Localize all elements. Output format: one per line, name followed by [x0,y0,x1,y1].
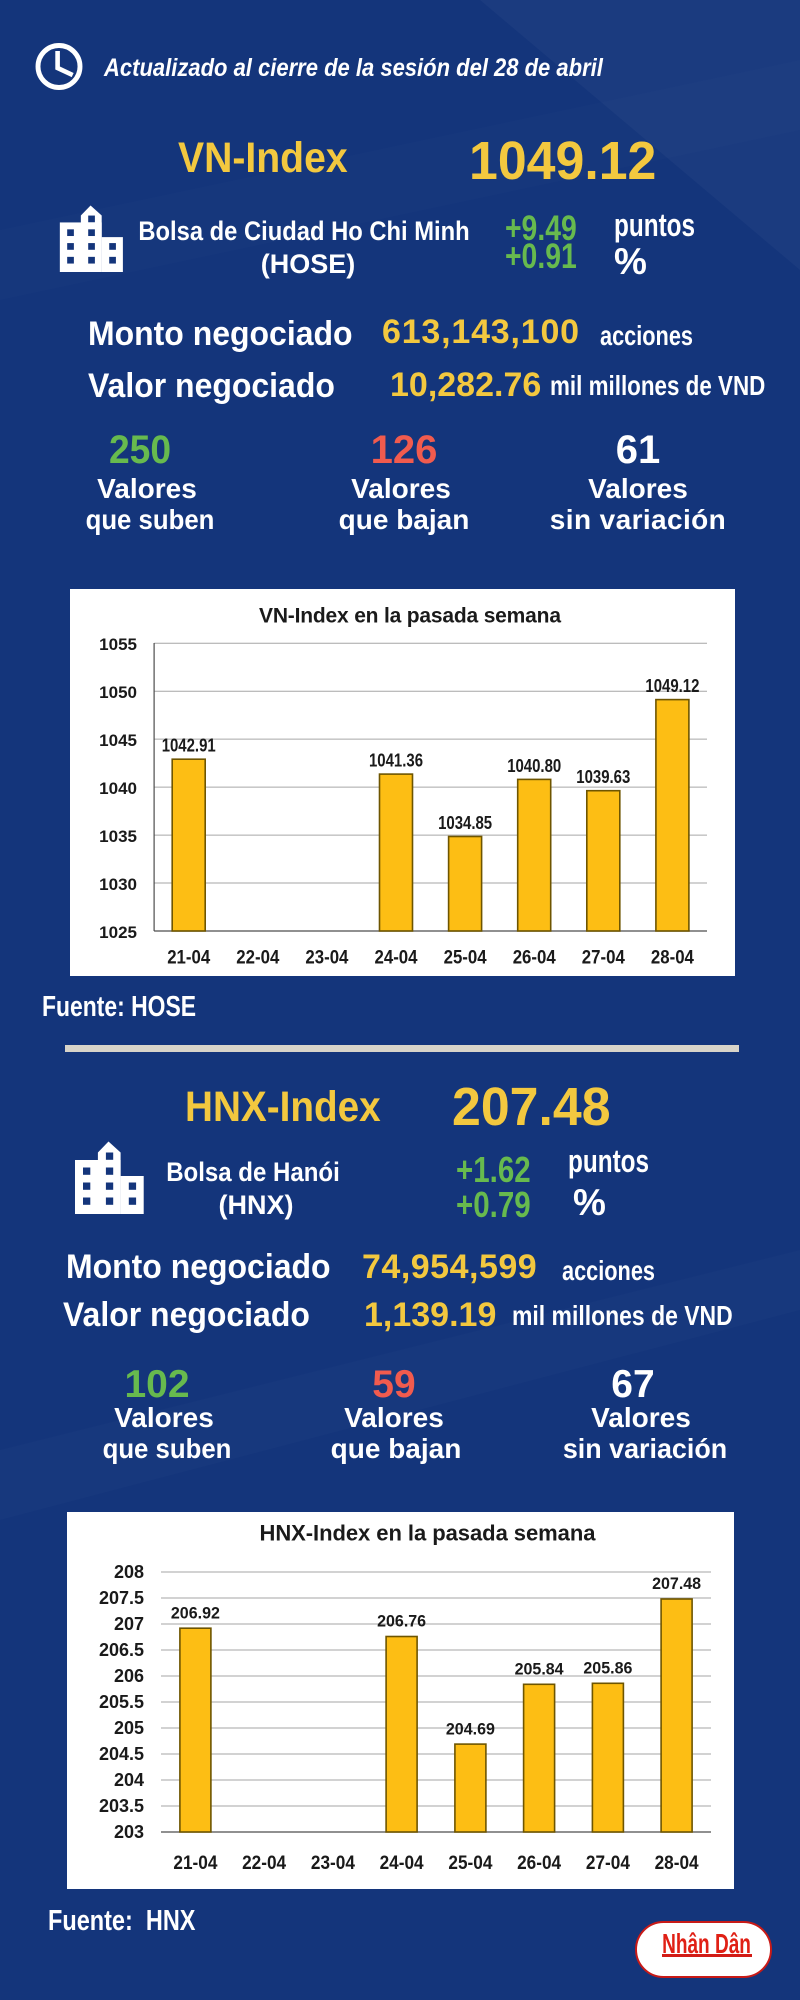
svg-text:204: 204 [114,1770,144,1790]
svg-text:205.5: 205.5 [99,1692,144,1712]
svg-text:1034.85: 1034.85 [438,812,492,833]
svg-text:22-04: 22-04 [236,947,279,969]
svg-text:26-04: 26-04 [513,947,556,969]
svg-text:205.84: 205.84 [515,1660,565,1679]
svg-text:1040: 1040 [99,779,137,798]
svg-text:26-04: 26-04 [517,1852,561,1874]
svg-text:1025: 1025 [99,923,137,942]
svg-text:207.48: 207.48 [652,1574,701,1593]
svg-text:1030: 1030 [99,875,137,894]
svg-text:22-04: 22-04 [242,1852,286,1874]
svg-text:1050: 1050 [99,683,137,702]
svg-text:HNX-Index en la pasada semana: HNX-Index en la pasada semana [260,1521,597,1546]
svg-text:1055: 1055 [99,635,137,654]
svg-text:27-04: 27-04 [586,1852,630,1874]
svg-text:205: 205 [114,1718,144,1738]
svg-text:206.5: 206.5 [99,1640,144,1660]
svg-text:206.92: 206.92 [171,1603,220,1622]
svg-text:206: 206 [114,1666,144,1686]
svg-text:23-04: 23-04 [311,1852,355,1874]
svg-text:21-04: 21-04 [167,947,210,969]
svg-text:208: 208 [114,1562,144,1582]
svg-text:25-04: 25-04 [444,947,487,969]
svg-text:206.76: 206.76 [377,1612,426,1631]
svg-text:203: 203 [114,1822,144,1842]
svg-text:27-04: 27-04 [582,947,625,969]
svg-text:1039.63: 1039.63 [576,766,630,787]
svg-text:28-04: 28-04 [655,1852,699,1874]
svg-text:204.5: 204.5 [99,1744,144,1764]
svg-text:203.5: 203.5 [99,1796,144,1816]
svg-text:1035: 1035 [99,827,137,846]
svg-text:205.86: 205.86 [583,1659,632,1678]
svg-text:207.5: 207.5 [99,1588,144,1608]
svg-text:1045: 1045 [99,731,137,750]
svg-text:1049.12: 1049.12 [645,675,699,696]
svg-text:VN-Index en la pasada semana: VN-Index en la pasada semana [259,605,561,628]
svg-text:25-04: 25-04 [448,1852,492,1874]
svg-text:204.69: 204.69 [446,1719,495,1738]
svg-text:24-04: 24-04 [380,1852,424,1874]
svg-text:28-04: 28-04 [651,947,694,969]
svg-text:24-04: 24-04 [375,947,418,969]
svg-text:207: 207 [114,1614,144,1634]
svg-text:21-04: 21-04 [173,1852,217,1874]
svg-text:1042.91: 1042.91 [162,735,216,756]
svg-text:1041.36: 1041.36 [369,750,423,771]
svg-text:1040.80: 1040.80 [507,755,561,776]
svg-text:23-04: 23-04 [305,947,348,969]
